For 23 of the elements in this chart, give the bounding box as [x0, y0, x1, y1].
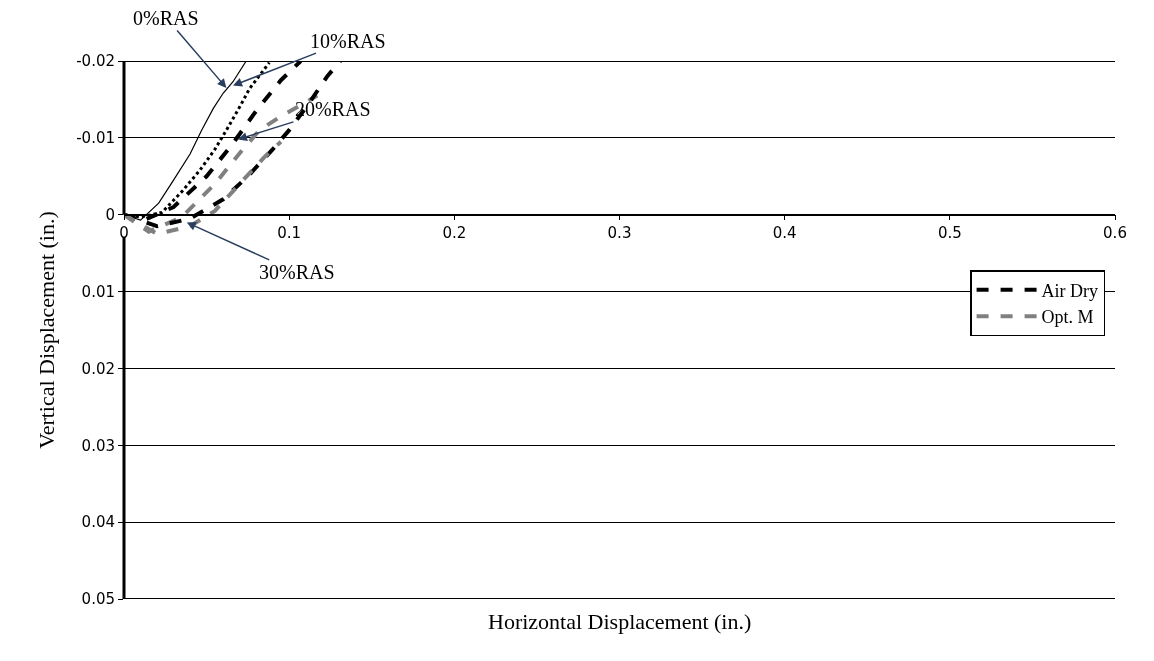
x-axis-title: Horizontal Displacement (in.)	[488, 609, 752, 634]
annotation: 0%RAS	[133, 7, 199, 29]
annotation: 10%RAS	[310, 30, 386, 52]
legend-label: Air Dry	[1041, 280, 1099, 301]
x-tick-label: 0.6	[1103, 224, 1127, 243]
x-tick-label: 0.1	[277, 224, 302, 243]
y-tick-label: 0.03	[81, 436, 115, 455]
x-tick-label: 0.2	[442, 224, 467, 243]
y-axis-title: Vertical Displacement (in.)	[33, 211, 59, 449]
x-tick-label: 0.5	[937, 224, 962, 243]
y-tick-label: 0	[105, 205, 115, 224]
y-tick-label: -0.01	[76, 129, 115, 148]
x-tick-label: 0.3	[607, 224, 632, 243]
y-tick-label: -0.02	[76, 52, 115, 71]
x-tick-label: 0.4	[772, 224, 797, 243]
annotation: 30%RAS	[259, 261, 335, 283]
x-tick-label: 0	[119, 224, 129, 243]
y-tick-label: 0.05	[81, 590, 115, 609]
y-tick-label: 0.02	[81, 359, 115, 378]
y-tick-label: 0.01	[81, 282, 115, 301]
annotation: 20%RAS	[295, 98, 371, 120]
legend-label: Opt. M	[1041, 307, 1094, 328]
y-tick-label: 0.04	[81, 513, 115, 532]
